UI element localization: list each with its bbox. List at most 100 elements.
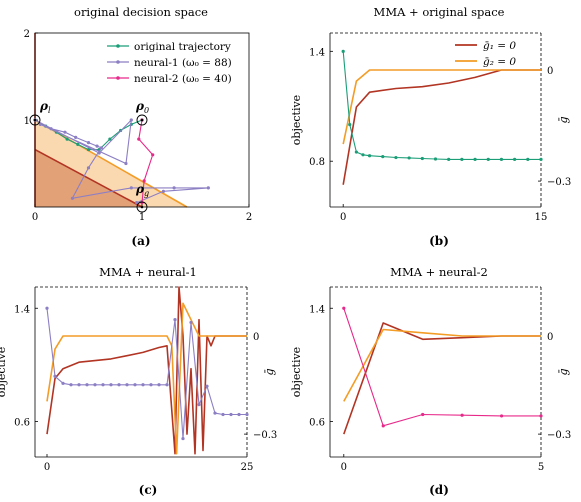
legend-label: original trajectory (134, 41, 231, 53)
x-tick-label: 0 (340, 212, 346, 223)
objective-point (460, 157, 464, 161)
y2-tick-label: 0 (547, 332, 553, 343)
x-tick-label: 0 (32, 212, 38, 223)
objective-point (348, 122, 352, 127)
neural-1-trajectory-point (129, 186, 133, 190)
g1-constraint-line (342, 69, 541, 185)
g2-constraint-line (46, 302, 247, 455)
panel-c-plot: 0 25 0.6 1.4 −0.3 0 objective ḡ (0, 286, 277, 473)
neural-1-trajectory-point (86, 141, 91, 145)
panel-c-title: MMA + neural-1 (99, 265, 197, 279)
objective-point (354, 150, 358, 154)
objective-point (45, 306, 49, 310)
objective-point (473, 157, 477, 161)
neural-1-trajectory (34, 118, 209, 204)
neural-2-trajectory-point (142, 179, 146, 183)
objective-point (237, 412, 241, 417)
objective-point (101, 383, 105, 387)
g1-constraint-line (46, 286, 247, 455)
y2-axis-label: ḡ (557, 368, 570, 375)
objective-point (381, 424, 385, 428)
legend-label: ḡ₂ = 0 (483, 56, 516, 68)
objective-point (513, 157, 517, 161)
neural-2-trajectory-point (140, 201, 144, 205)
neural-1-trajectory-point (124, 161, 128, 166)
panel-b-title: MMA + original space (374, 5, 505, 19)
objective-point (342, 306, 346, 310)
objective-point (157, 383, 161, 387)
objective-point (539, 157, 543, 161)
g2-constraint-line (343, 328, 541, 402)
x-tick-label: 0 (44, 462, 50, 473)
neural-1-trajectory-point (49, 127, 53, 131)
objective-point (69, 383, 73, 387)
objective-point (394, 155, 398, 160)
x-tick-label: 0 (341, 462, 347, 473)
y-tick-label: 1 (24, 116, 30, 127)
neural-1-trajectory-point (172, 186, 176, 190)
objective-point (109, 383, 113, 387)
y-axis-label: objective (290, 95, 303, 145)
panel-b-caption: (b) (429, 234, 449, 248)
neural-1-trajectory-point (70, 196, 75, 200)
y2-tick-label: −0.3 (547, 430, 571, 441)
y-axis-label: objective (290, 347, 303, 397)
objective-point (539, 414, 543, 418)
panel-a-title: original decision space (74, 5, 208, 19)
panel-a-caption: (a) (131, 234, 150, 248)
original-trajectory-point (76, 142, 80, 146)
legend-swatch-point (116, 44, 120, 48)
neural-1-trajectory-point (95, 144, 99, 148)
rho-g-marker (136, 201, 148, 213)
legend-label: neural-1 (ω₀ = 88) (134, 57, 232, 69)
g1-constraint-line (343, 322, 541, 435)
objective-point (165, 383, 169, 387)
neural-1-trajectory-point (129, 118, 133, 122)
objective-point (181, 436, 185, 441)
legend-swatch-point (116, 60, 120, 64)
objective-line (343, 308, 541, 427)
objective-point (221, 412, 225, 417)
objective-point (197, 402, 201, 407)
panel-d-plot: 0 5 0.6 1.4 −0.3 0 objective ḡ (290, 286, 571, 473)
y2-axis-label: ḡ (557, 116, 570, 123)
objective-line (46, 308, 247, 439)
objective-point (361, 153, 365, 157)
x-tick-label: 2 (246, 212, 252, 223)
objective-point (141, 383, 145, 387)
neural-1-trajectory-point (206, 186, 210, 190)
rho-0-dot (140, 118, 144, 122)
y2-tick-label: −0.3 (547, 177, 571, 188)
panel-b-plot: 0 15 0.8 1.4 −0.3 0 objective ḡ ḡ₁ = 0 ḡ₂ = 0 (290, 32, 571, 223)
neural-1-trajectory-point (74, 135, 78, 139)
neural-1-trajectory-point (63, 130, 67, 134)
objective-point (407, 156, 411, 160)
objective-point (526, 157, 530, 161)
legend-swatch-point (116, 76, 120, 80)
objective-point (205, 384, 209, 388)
panel-c-caption: (c) (139, 483, 158, 497)
objective-point (125, 383, 129, 387)
neural-1-trajectory-point (135, 201, 139, 205)
objective-point (420, 156, 424, 161)
y-tick-label: 0.8 (309, 157, 325, 168)
objective-point (53, 374, 57, 378)
objective-point (421, 412, 425, 417)
x-tick-label: 1 (139, 212, 145, 223)
y2-tick-label: −0.3 (253, 430, 277, 441)
objective-point (381, 155, 385, 159)
objective-point (245, 412, 249, 417)
objective-point (486, 157, 490, 161)
y-tick-label: 0.6 (309, 418, 325, 429)
neural-1-trajectory-point (161, 189, 165, 193)
x-tick-label: 5 (538, 462, 544, 473)
y-tick-label: 0.6 (14, 418, 30, 429)
objective-point (85, 383, 89, 387)
neural-1-trajectory-point (97, 151, 101, 155)
objective-point (341, 49, 345, 53)
objective-point (499, 414, 504, 418)
rho-0-marker (136, 114, 148, 126)
